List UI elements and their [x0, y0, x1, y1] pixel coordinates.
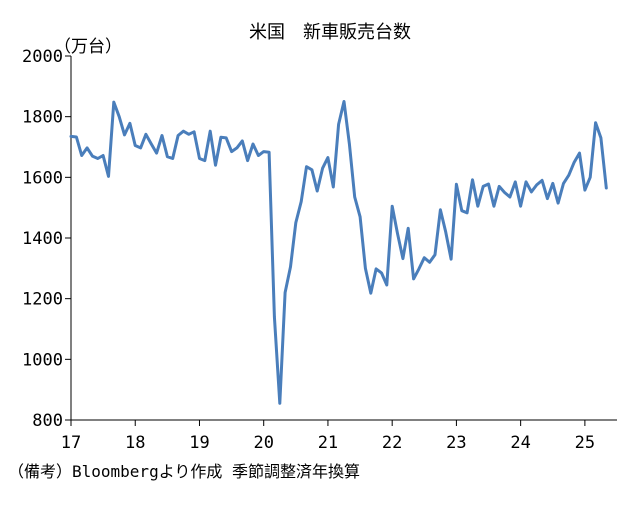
series-line [69, 100, 608, 405]
x-tick-label: 23 [446, 433, 466, 453]
y-unit-label: （万台） [54, 37, 122, 57]
series-group [69, 100, 608, 405]
x-tick-label: 24 [510, 433, 530, 453]
x-tick-label: 20 [253, 433, 273, 453]
y-tick-label: 800 [32, 411, 63, 431]
y-axis: 800 1000 1200 1400 1600 1800 2000 [22, 47, 72, 431]
y-tick-label: 1200 [22, 290, 63, 310]
x-tick-label: 21 [318, 433, 338, 453]
y-tick-label: 1800 [22, 108, 63, 128]
x-tick-label: 25 [575, 433, 595, 453]
source-note: （備考）Bloombergより作成 季節調整済年換算 [8, 462, 361, 481]
x-axis: 17 18 19 20 21 22 23 24 25 [61, 419, 617, 453]
x-tick-label: 17 [61, 433, 81, 453]
x-tick-label: 18 [125, 433, 145, 453]
chart-title: 米国 新車販売台数 [249, 22, 411, 43]
y-tick-label: 1000 [22, 350, 63, 370]
y-tick-label: 1400 [22, 229, 63, 249]
y-tick-label: 1600 [22, 168, 63, 188]
x-tick-label: 19 [189, 433, 209, 453]
x-tick-label: 22 [382, 433, 402, 453]
y-tick-label: 2000 [22, 47, 63, 67]
